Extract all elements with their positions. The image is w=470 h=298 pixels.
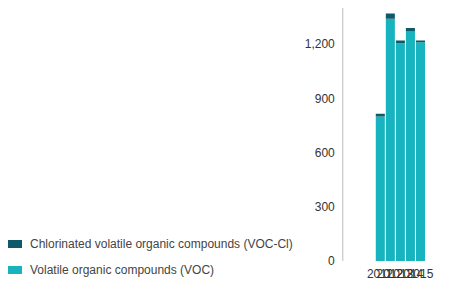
svg-text:900: 900 <box>315 92 335 106</box>
svg-text:1,200: 1,200 <box>305 37 335 51</box>
html-text:Volatile organic compounds (VO: Volatile organic compounds (VOC) <box>30 263 215 277</box>
svg-text:0: 0 <box>328 254 335 268</box>
svg-text:300: 300 <box>315 200 335 214</box>
svg-text:2015: 2015 <box>407 267 434 281</box>
html-text:Chlorinated volatile organic c: Chlorinated volatile organic compounds (… <box>30 237 293 251</box>
svg-text:600: 600 <box>315 146 335 160</box>
